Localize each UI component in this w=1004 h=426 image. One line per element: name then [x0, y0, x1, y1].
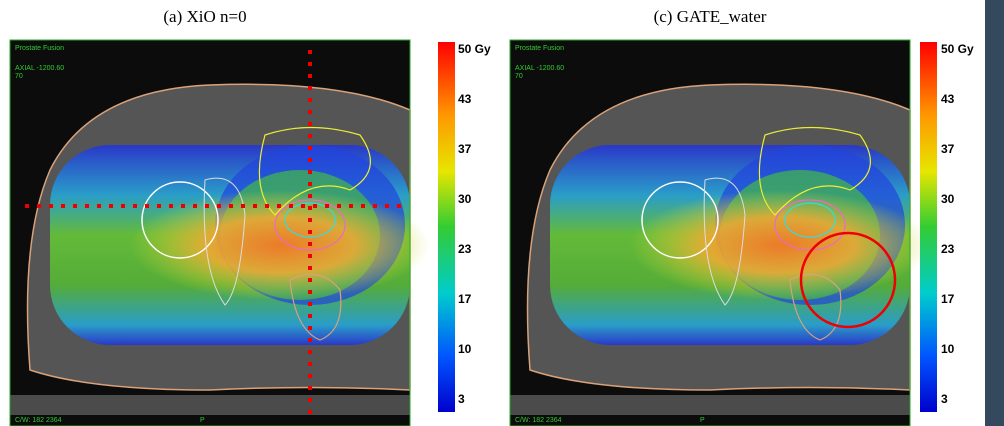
panel-title: (c) GATE_water	[654, 7, 767, 26]
colorbar-label: 10	[941, 342, 955, 356]
study-label: Prostate Fusion	[15, 45, 64, 52]
view-label: AXIAL -1200.60	[15, 65, 64, 72]
colorbar-label: 50 Gy	[458, 42, 491, 56]
colorbar-label: 43	[458, 92, 472, 106]
colorbar-label: 17	[941, 292, 955, 306]
view-label: AXIAL -1200.60	[515, 65, 564, 72]
panel-title: (a) XiO n=0	[163, 7, 246, 26]
edge-bar	[985, 0, 1004, 426]
colorbar-label: 30	[941, 192, 955, 206]
colorbar-label: 50 Gy	[941, 42, 974, 56]
marker-label: P	[200, 417, 205, 424]
figure-canvas: Prostate FusionAXIAL -1200.6070C/W: 182 …	[0, 0, 1004, 426]
colorbar-label: 10	[458, 342, 472, 356]
window-label: C/W: 182 2364	[515, 417, 562, 424]
slice-label: 70	[15, 73, 23, 80]
colorbar	[438, 42, 455, 412]
colorbar-label: 23	[458, 242, 472, 256]
window-label: C/W: 182 2364	[15, 417, 62, 424]
study-label: Prostate Fusion	[515, 45, 564, 52]
colorbar-label: 17	[458, 292, 472, 306]
figure: Prostate FusionAXIAL -1200.6070C/W: 182 …	[0, 0, 1004, 426]
marker-label: P	[700, 417, 705, 424]
colorbar-label: 30	[458, 192, 472, 206]
colorbar-label: 3	[458, 392, 465, 406]
colorbar	[920, 42, 937, 412]
colorbar-label: 23	[941, 242, 955, 256]
colorbar-label: 37	[458, 142, 472, 156]
colorbar-label: 43	[941, 92, 955, 106]
colorbar-label: 3	[941, 392, 948, 406]
slice-label: 70	[515, 73, 523, 80]
colorbar-label: 37	[941, 142, 955, 156]
